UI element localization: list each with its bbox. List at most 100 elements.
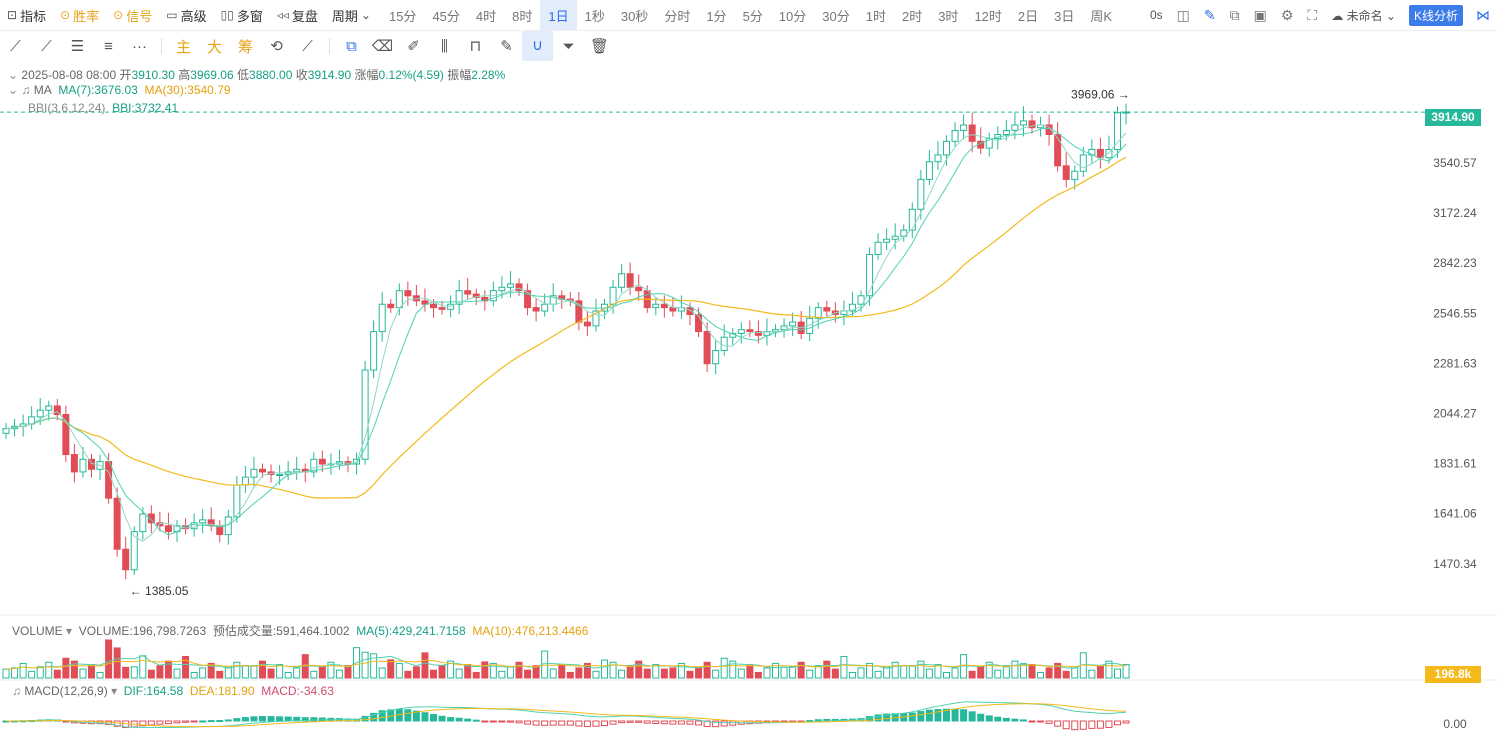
candles-icon[interactable]: ⫼ bbox=[441, 37, 448, 55]
volume-bar bbox=[592, 670, 600, 679]
macd-bar bbox=[609, 720, 617, 725]
indicator-button[interactable]: ⊡ 指标 bbox=[7, 8, 47, 24]
chips-button[interactable]: 筹 bbox=[237, 38, 253, 56]
period-9[interactable]: 5分 bbox=[742, 8, 763, 24]
crop-icon[interactable]: ⧉ bbox=[1229, 6, 1240, 23]
trash-icon[interactable]: 🗑 bbox=[589, 38, 610, 55]
replay-button[interactable]: ◃◃ 复盘 bbox=[276, 8, 318, 24]
settings-icon[interactable]: ⚙ bbox=[1280, 6, 1294, 23]
chevron-down-icon[interactable]: ▾ bbox=[111, 684, 118, 698]
collapse-icon[interactable]: ⌄ bbox=[8, 68, 19, 82]
period-7[interactable]: 分时 bbox=[664, 8, 691, 24]
volume-bar bbox=[1054, 662, 1062, 679]
volume-bar bbox=[823, 660, 831, 679]
period-11[interactable]: 30分 bbox=[822, 8, 850, 24]
volume-bar bbox=[173, 668, 181, 679]
fib-tool-icon[interactable]: ☰ bbox=[70, 38, 85, 55]
candle-body bbox=[122, 548, 130, 571]
volume-bar bbox=[558, 664, 566, 679]
period-3[interactable]: 8时 bbox=[512, 8, 533, 24]
volume-bar bbox=[190, 671, 198, 679]
drawing-toolbar: ⟋ ⟋ ☰ ≡ ··· 主 大 筹 ⟲ ⟋ ⧉ ⌫ ✐ ⫼ ⊓ ✎ ∪ ⏷ 🗑 bbox=[0, 31, 1497, 61]
macd-bar bbox=[241, 717, 249, 722]
macd-bar bbox=[1105, 720, 1113, 728]
share-icon[interactable]: ⋈ bbox=[1476, 6, 1490, 23]
period-13[interactable]: 2时 bbox=[901, 8, 923, 24]
period-17[interactable]: 3日 bbox=[1054, 8, 1075, 24]
volume-bar bbox=[1019, 663, 1027, 679]
macd-bar bbox=[943, 708, 950, 722]
candle-body bbox=[583, 321, 591, 327]
pen-icon[interactable]: ✎ bbox=[1203, 6, 1216, 23]
compare-icon[interactable]: ⟲ bbox=[270, 38, 283, 55]
kline-analysis-button[interactable]: K线分析 bbox=[1408, 4, 1463, 26]
period-4[interactable]: 1日 bbox=[540, 0, 577, 30]
eraser-icon[interactable]: ⌫ bbox=[371, 38, 394, 55]
volume-bar bbox=[310, 670, 318, 679]
signal-button[interactable]: ⊙ 信号 bbox=[113, 8, 153, 24]
period-15[interactable]: 12时 bbox=[974, 8, 1002, 24]
macd-bar bbox=[464, 718, 472, 722]
brush-icon[interactable]: ✐ bbox=[407, 38, 420, 55]
main-force-button[interactable]: 主 bbox=[175, 38, 191, 56]
volume-bar bbox=[900, 665, 908, 679]
camera-icon[interactable]: ◫ bbox=[1176, 6, 1190, 23]
candle-body bbox=[891, 235, 899, 240]
collapse-icon[interactable]: ⌄ bbox=[8, 83, 19, 97]
magnet-icon[interactable]: ∪ bbox=[522, 31, 553, 61]
volume-bar bbox=[677, 662, 685, 679]
channel-tool-icon[interactable]: ≡ bbox=[104, 37, 113, 55]
winrate-button[interactable]: ⊙ 胜率 bbox=[60, 8, 100, 24]
candle-body bbox=[592, 310, 600, 327]
volume-bar bbox=[780, 666, 788, 679]
period-0[interactable]: 15分 bbox=[388, 8, 417, 24]
ray-tool-icon[interactable]: ⟋ bbox=[41, 37, 52, 55]
period-1[interactable]: 45分 bbox=[432, 8, 460, 24]
candle-body bbox=[925, 161, 933, 180]
save-icon[interactable]: ▣ bbox=[1253, 6, 1267, 23]
period-5[interactable]: 1秒 bbox=[584, 8, 605, 24]
period-18[interactable]: 周K bbox=[1090, 8, 1113, 24]
volume-bar bbox=[951, 667, 959, 679]
chevron-down-icon[interactable]: ▾ bbox=[66, 624, 73, 638]
period-16[interactable]: 2日 bbox=[1017, 8, 1039, 24]
volume-bar bbox=[489, 662, 497, 679]
multiwindow-button[interactable]: ▯▯ 多窗 bbox=[220, 8, 263, 24]
fullscreen-icon[interactable]: ⛶ bbox=[1307, 6, 1318, 23]
macd-bar bbox=[259, 716, 266, 722]
candle-body bbox=[1019, 120, 1027, 126]
line-tool-icon[interactable]: ⟋ bbox=[10, 37, 21, 55]
bell-icon[interactable]: ♫ bbox=[12, 684, 21, 698]
copy-icon[interactable]: ⧉ bbox=[346, 37, 357, 55]
volume-bar bbox=[874, 670, 882, 679]
volume-bar bbox=[506, 666, 514, 679]
period-6[interactable]: 30秒 bbox=[620, 8, 649, 24]
period-14[interactable]: 3时 bbox=[938, 8, 959, 24]
macd-bar bbox=[583, 720, 591, 728]
volume-bar bbox=[575, 667, 583, 679]
macd-bar bbox=[472, 719, 480, 722]
measure-icon[interactable]: ⟋ bbox=[302, 37, 313, 55]
candle-body bbox=[438, 307, 446, 310]
period-8[interactable]: 1分 bbox=[706, 8, 727, 24]
macd-bar bbox=[139, 720, 147, 727]
macd-bar bbox=[378, 710, 386, 722]
period-dropdown[interactable]: 周期 ⌄ bbox=[331, 8, 371, 24]
advanced-button[interactable]: ▭ 高级 bbox=[166, 8, 207, 24]
chevron-down-icon: ⌄ bbox=[360, 8, 371, 22]
big-order-button[interactable]: 大 bbox=[206, 38, 222, 56]
filter-icon[interactable]: ⏷ bbox=[562, 37, 575, 55]
volume-bar bbox=[276, 664, 284, 679]
candle-body bbox=[498, 286, 506, 292]
period-12[interactable]: 1时 bbox=[865, 8, 886, 24]
candle-body bbox=[1122, 111, 1130, 114]
bell-icon[interactable]: ♫ bbox=[21, 83, 31, 97]
period-2[interactable]: 4时 bbox=[475, 8, 497, 24]
lock-icon[interactable]: ⊓ bbox=[469, 38, 482, 55]
layout-dropdown[interactable]: ☁ 未命名 ⌄ bbox=[1331, 8, 1396, 23]
macd-bar bbox=[626, 720, 634, 723]
more-icon[interactable]: ··· bbox=[132, 37, 147, 55]
edit-icon[interactable]: ✎ bbox=[500, 38, 513, 55]
period-10[interactable]: 10分 bbox=[778, 8, 807, 24]
